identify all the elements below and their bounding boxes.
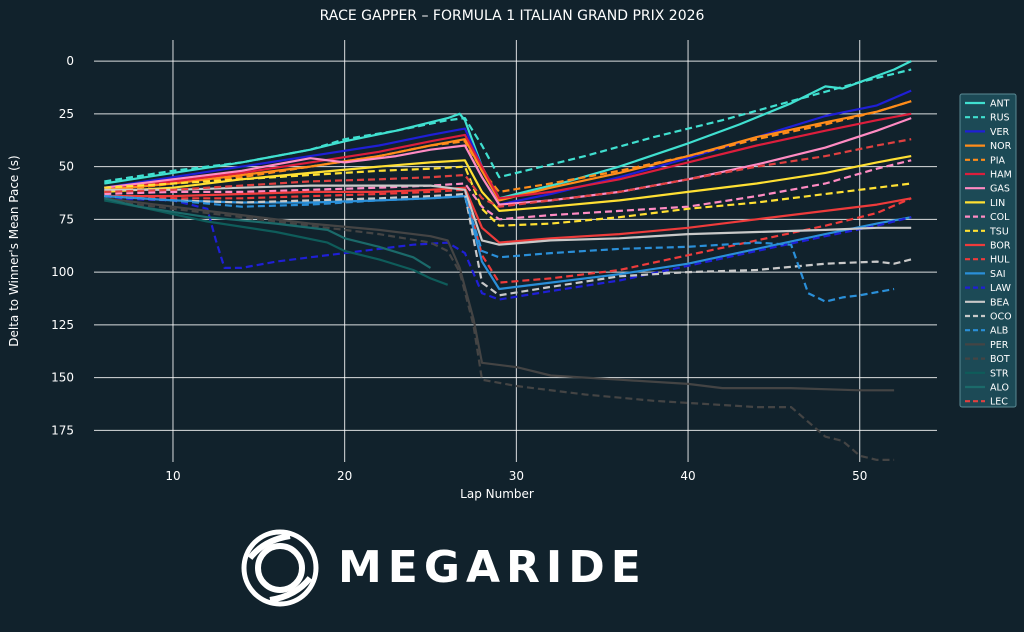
- x-tick-label: 30: [509, 469, 524, 483]
- series-line-col: [104, 159, 912, 221]
- legend-label-sai: SAI: [990, 269, 1006, 280]
- y-tick-label: 25: [59, 107, 74, 121]
- y-tick-label: 50: [59, 160, 74, 174]
- legend-label-nor: NOR: [990, 141, 1012, 152]
- y-axis-title: Delta to Winner's Mean Pace (s): [7, 155, 21, 347]
- series-line-lec: [104, 138, 912, 208]
- series-line-bor: [104, 186, 912, 244]
- series-line-per: [104, 197, 895, 392]
- legend-label-gas: GAS: [990, 184, 1010, 195]
- tick-labels: 10 20 30 40 50 0 25 50 75 100 125 150 175: [51, 54, 867, 483]
- x-tick-label: 50: [852, 469, 867, 483]
- legend-label-oco: OCO: [990, 312, 1012, 323]
- series-line-bea: [104, 184, 912, 246]
- y-tick-label: 175: [51, 423, 74, 437]
- legend-label-bot: BOT: [990, 354, 1010, 365]
- legend-label-tsu: TSU: [989, 226, 1009, 237]
- legend-box: [959, 93, 1017, 408]
- legend-label-ver: VER: [990, 127, 1010, 138]
- legend-label-alb: ALB: [990, 326, 1008, 337]
- brand-wordmark: MEGARIDE: [338, 542, 647, 593]
- legend-label-bea: BEA: [990, 297, 1010, 308]
- series-line-ham: [104, 112, 912, 200]
- series-line-alo: [104, 197, 432, 269]
- series-line-str: [104, 199, 449, 286]
- megaride-logo: [241, 529, 319, 607]
- series-line-alb: [104, 195, 895, 303]
- plot-area: [94, 40, 937, 462]
- legend-label-rus: RUS: [990, 113, 1010, 124]
- y-tick-label: 125: [51, 318, 74, 332]
- series-line-hul: [104, 188, 912, 284]
- x-tick-label: 20: [337, 469, 352, 483]
- series-lines: [104, 60, 912, 461]
- legend-label-per: PER: [990, 340, 1009, 351]
- legend-label-lec: LEC: [990, 397, 1008, 408]
- x-axis-title: Lap Number: [460, 487, 534, 501]
- chart-title: RACE GAPPER – FORMULA 1 ITALIAN GRAND PR…: [320, 8, 705, 24]
- y-tick-label: 75: [59, 212, 74, 226]
- y-tick-label: 100: [51, 265, 74, 279]
- legend-label-law: LAW: [990, 283, 1011, 294]
- series-line-law: [104, 197, 912, 301]
- series-line-gas: [104, 117, 912, 206]
- series-line-tsu: [104, 165, 912, 227]
- series-line-bot: [104, 199, 895, 461]
- megaride-emblem-icon: [241, 529, 319, 607]
- legend-label-bor: BOR: [990, 241, 1011, 252]
- legend-label-alo: ALO: [990, 383, 1009, 394]
- x-tick-label: 10: [165, 469, 180, 483]
- series-line-ant: [104, 60, 912, 200]
- y-tick-label: 150: [51, 371, 74, 385]
- series-line-rus: [104, 68, 912, 183]
- legend-label-pia: PIA: [990, 155, 1006, 166]
- legend: ANT RUS VER NOR PIA HAM GAS LIN COL TSU BOR HUL SAI L…: [959, 93, 1017, 408]
- y-tick-label: 0: [66, 54, 74, 68]
- legend-label-str: STR: [990, 368, 1009, 379]
- x-tick-label: 40: [680, 469, 695, 483]
- legend-label-ant: ANT: [990, 99, 1010, 110]
- legend-label-hul: HUL: [990, 255, 1010, 266]
- legend-label-lin: LIN: [990, 198, 1005, 209]
- series-line-nor: [104, 100, 912, 202]
- series-line-oco: [104, 192, 912, 297]
- legend-label-ham: HAM: [990, 170, 1012, 181]
- legend-label-col: COL: [990, 212, 1010, 223]
